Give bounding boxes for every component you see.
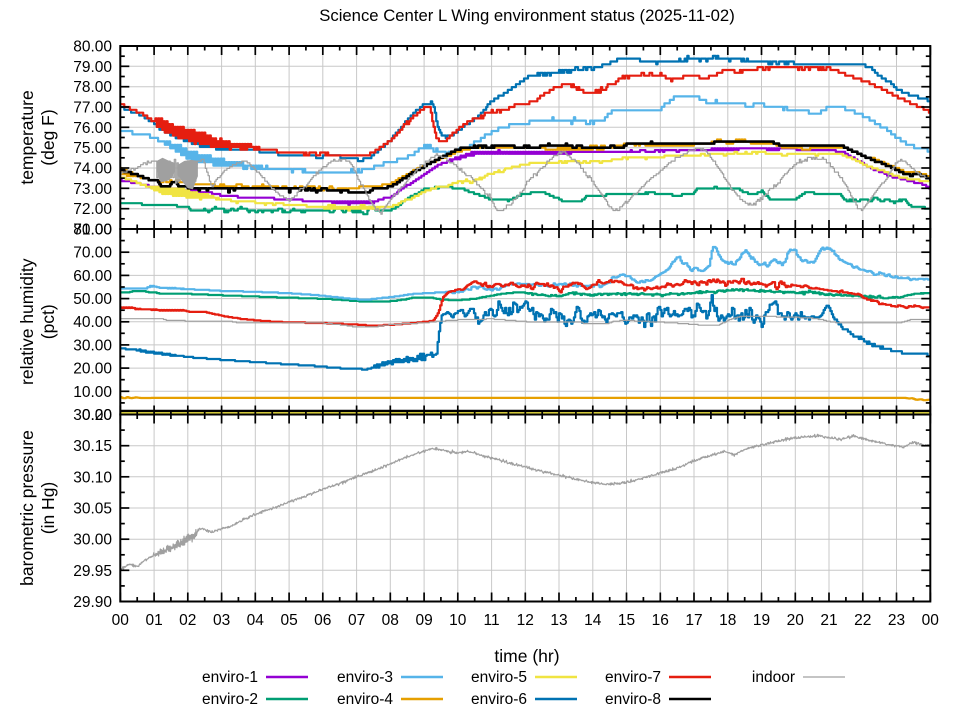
svg-text:40.00: 40.00 — [73, 314, 112, 331]
svg-text:80.00: 80.00 — [73, 39, 112, 56]
svg-text:29.90: 29.90 — [73, 594, 112, 611]
svg-text:(pct): (pct) — [38, 304, 58, 339]
svg-text:30.10: 30.10 — [73, 469, 112, 486]
svg-text:indoor: indoor — [752, 669, 795, 686]
svg-text:14: 14 — [584, 612, 602, 629]
svg-text:79.00: 79.00 — [73, 59, 112, 76]
svg-text:0.00: 0.00 — [82, 407, 113, 424]
svg-text:(in Hg): (in Hg) — [38, 482, 58, 535]
svg-text:barometric pressure: barometric pressure — [17, 430, 37, 586]
svg-text:temperature: temperature — [17, 90, 37, 184]
svg-text:enviro-1: enviro-1 — [202, 669, 258, 686]
svg-text:76.00: 76.00 — [73, 120, 112, 137]
svg-text:Science Center L Wing environm: Science Center L Wing environment status… — [319, 6, 735, 25]
svg-text:10: 10 — [449, 612, 467, 629]
svg-text:75.00: 75.00 — [73, 140, 112, 157]
svg-text:74.00: 74.00 — [73, 161, 112, 178]
svg-text:time (hr): time (hr) — [494, 646, 559, 666]
svg-text:08: 08 — [382, 612, 399, 629]
svg-text:73.00: 73.00 — [73, 181, 112, 198]
svg-text:06: 06 — [314, 612, 331, 629]
svg-text:30.00: 30.00 — [73, 337, 112, 354]
svg-text:78.00: 78.00 — [73, 79, 112, 96]
svg-text:30.05: 30.05 — [73, 501, 112, 518]
svg-text:22: 22 — [854, 612, 871, 629]
svg-text:10.00: 10.00 — [73, 384, 112, 401]
svg-text:13: 13 — [550, 612, 567, 629]
svg-text:15: 15 — [618, 612, 635, 629]
svg-text:05: 05 — [280, 612, 297, 629]
svg-text:29.95: 29.95 — [73, 563, 112, 580]
svg-text:enviro-7: enviro-7 — [605, 669, 661, 686]
svg-text:00: 00 — [112, 612, 130, 629]
svg-text:12: 12 — [517, 612, 534, 629]
svg-text:30.00: 30.00 — [73, 532, 112, 549]
svg-text:enviro-4: enviro-4 — [337, 691, 393, 708]
svg-text:50.00: 50.00 — [73, 291, 112, 308]
svg-text:21: 21 — [820, 612, 837, 629]
svg-text:11: 11 — [484, 612, 500, 629]
svg-text:enviro-2: enviro-2 — [202, 691, 258, 708]
svg-text:18: 18 — [719, 612, 736, 629]
svg-text:relative humidity: relative humidity — [17, 258, 37, 385]
svg-text:30.20: 30.20 — [73, 407, 112, 424]
svg-text:enviro-6: enviro-6 — [471, 691, 527, 708]
svg-text:enviro-3: enviro-3 — [337, 669, 393, 686]
svg-text:70.00: 70.00 — [73, 245, 112, 262]
svg-text:23: 23 — [888, 612, 905, 629]
svg-text:20: 20 — [787, 612, 805, 629]
svg-text:enviro-8: enviro-8 — [605, 691, 661, 708]
svg-text:01: 01 — [145, 612, 162, 629]
svg-text:02: 02 — [179, 612, 196, 629]
svg-text:77.00: 77.00 — [73, 100, 112, 117]
svg-text:80.00: 80.00 — [73, 222, 112, 239]
svg-text:20.00: 20.00 — [73, 361, 112, 378]
svg-text:17: 17 — [685, 612, 702, 629]
svg-text:30.15: 30.15 — [73, 438, 112, 455]
svg-text:03: 03 — [213, 612, 230, 629]
svg-text:enviro-5: enviro-5 — [471, 669, 527, 686]
svg-text:60.00: 60.00 — [73, 268, 112, 285]
svg-text:71.00: 71.00 — [73, 222, 112, 239]
svg-text:(deg F): (deg F) — [38, 109, 58, 165]
svg-text:19: 19 — [753, 612, 770, 629]
svg-text:72.00: 72.00 — [73, 201, 112, 218]
svg-text:00: 00 — [922, 612, 940, 629]
svg-text:16: 16 — [652, 612, 669, 629]
svg-text:09: 09 — [415, 612, 432, 629]
svg-text:04: 04 — [247, 612, 265, 629]
svg-text:07: 07 — [348, 612, 365, 629]
